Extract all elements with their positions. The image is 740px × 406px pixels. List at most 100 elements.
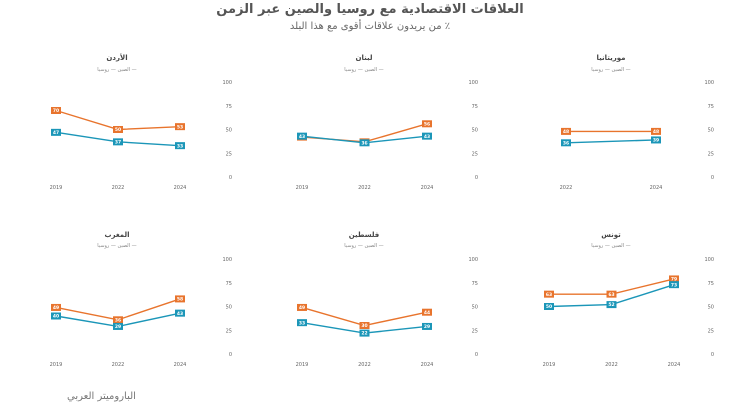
legend-china: — الصين [116,243,137,249]
data-label-russia: 56 [424,121,430,127]
data-point-china [606,301,617,309]
data-label-china: 36 [361,140,367,146]
data-point-china [422,132,432,140]
data-point-china [51,312,61,320]
data-label-russia: 36 [115,317,121,323]
data-point-china [544,303,554,310]
panel-title: تونس [601,231,621,239]
legend: — الصين — روسيا [591,67,630,73]
data-label-russia: 50 [115,127,121,133]
y-tick-label: 75 [708,281,714,287]
data-label-china: 37 [115,139,121,145]
x-tick-label: 2024 [174,362,187,368]
data-label-china: 43 [299,134,305,140]
y-tick-label: 100 [468,80,478,86]
data-label-china: 29 [115,324,121,330]
y-tick-label: 0 [711,175,714,181]
data-label-china: 43 [424,134,430,140]
data-point-russia [606,290,617,298]
panel-title: المغرب [104,231,129,239]
x-tick-label: 2022 [605,362,618,368]
y-tick-label: 50 [226,305,232,311]
y-tick-label: 50 [708,305,714,311]
data-label-china: 40 [53,314,59,320]
legend: — الصين — روسيا [344,67,383,73]
legend-russia: — روسيا [344,67,363,73]
data-label-china: 33 [177,143,183,149]
x-tick-label: 2019 [296,362,309,368]
data-point-russia [359,322,370,329]
legend-china: — الصين [363,67,384,73]
data-point-china [297,132,307,140]
x-tick-label: 2022 [112,185,125,191]
y-tick-label: 0 [711,352,714,358]
data-point-russia [175,295,185,303]
chart-title: العلاقات الاقتصادية مع روسيا والصين عبر … [216,2,524,17]
data-label-russia: 49 [53,305,59,311]
y-tick-label: 75 [226,104,232,110]
legend-russia: — روسيا [97,243,116,249]
y-tick-label: 100 [222,80,232,86]
data-point-china [651,136,661,144]
data-label-russia: 70 [53,108,59,114]
legend: — الصين — روسيا [344,243,383,249]
data-label-china: 39 [653,138,659,144]
y-tick-label: 50 [472,305,478,311]
x-tick-label: 2022 [358,185,371,191]
data-label-china: 36 [563,140,569,146]
y-tick-label: 0 [229,352,232,358]
data-label-russia: 48 [653,129,659,135]
legend: — الصين — روسيا [97,243,136,249]
legend-russia: — روسيا [97,67,116,73]
data-point-russia [422,120,432,128]
data-point-china [113,322,123,330]
panel-3: المغرب — الصين — روسيا 0 25 50 75 100 2019 2022 2… [50,231,232,368]
legend-china: — الصين [116,67,137,73]
data-point-china [669,281,679,289]
data-point-china [359,139,370,147]
y-tick-label: 75 [708,104,714,110]
data-point-russia [51,107,61,114]
y-tick-label: 25 [226,328,232,334]
data-label-russia: 49 [299,305,305,311]
panel-1: لبنان — الصين — روسيا 0 25 50 75 100 2019 2022 20… [296,54,478,191]
panel-title: موريتانيا [597,54,626,62]
data-label-china: 33 [299,320,305,326]
x-tick-label: 2019 [50,362,63,368]
data-label-russia: 53 [177,124,183,130]
y-tick-label: 75 [472,281,478,287]
y-tick-label: 0 [229,175,232,181]
legend-russia: — روسيا [344,243,363,249]
data-point-russia [651,127,661,135]
data-point-russia [113,126,123,133]
data-point-russia [544,290,554,298]
data-label-china: 22 [361,331,367,337]
series-line-china [565,139,657,144]
data-label-china: 43 [177,311,183,317]
x-tick-label: 2024 [421,185,434,191]
panel-title: لبنان [356,54,373,62]
y-tick-label: 50 [472,128,478,134]
legend-china: — الصين [363,243,384,249]
data-point-china [175,309,185,317]
x-tick-label: 2024 [421,362,434,368]
chart-subtitle: ٪ من يريدون علاقات أقوى مع هذا البلد [289,21,451,32]
legend-china: — الصين [610,243,631,249]
data-point-russia [175,123,185,131]
y-tick-label: 0 [475,352,478,358]
y-tick-label: 0 [475,175,478,181]
legend-russia: — روسيا [591,67,610,73]
panel-5: تونس — الصين — روسيا 0 25 50 75 100 2019 2022 202… [543,231,714,368]
data-point-china [422,322,432,330]
y-tick-label: 100 [704,257,714,263]
data-label-china: 52 [608,302,614,308]
x-tick-label: 2019 [50,185,63,191]
data-label-russia: 48 [563,129,569,135]
data-label-russia: 58 [177,297,183,303]
y-tick-label: 25 [472,151,478,157]
data-point-russia [113,316,123,324]
data-label-russia: 63 [608,292,614,298]
panel-title: فلسطين [349,231,380,239]
data-point-russia [297,303,307,311]
x-tick-label: 2024 [668,362,681,368]
